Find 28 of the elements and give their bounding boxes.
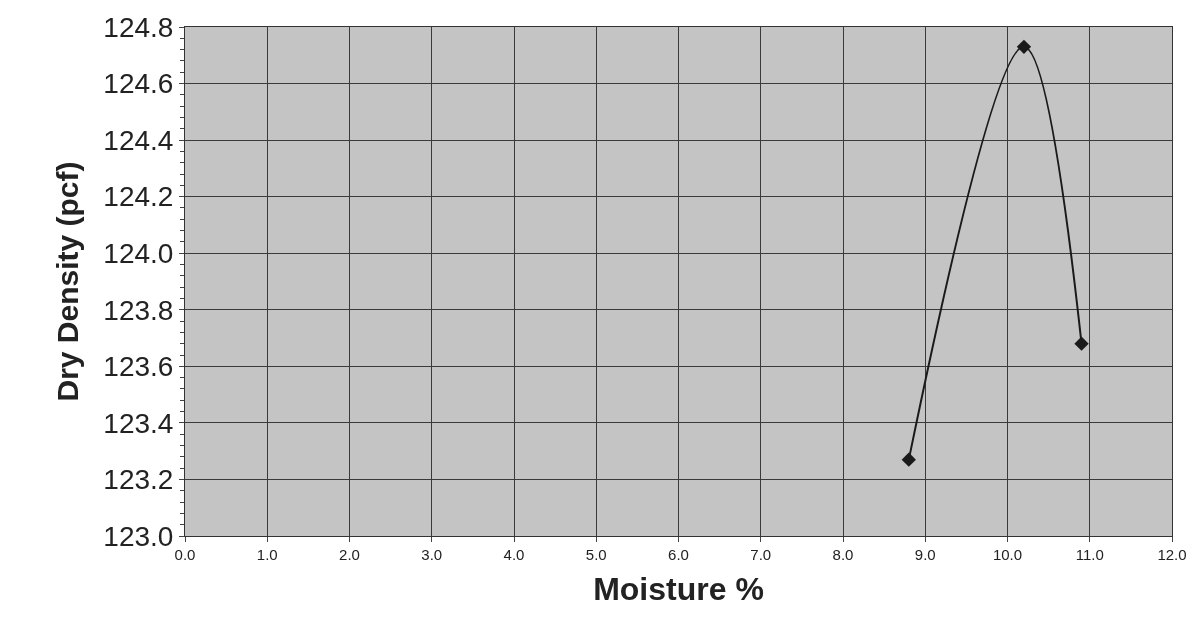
y-tick-label: 124.8 [103, 11, 174, 43]
x-tick-label: 3.0 [421, 546, 443, 563]
x-tick-label: 11.0 [1075, 546, 1104, 563]
x-tick-label: 2.0 [339, 546, 360, 563]
point [1016, 39, 1032, 54]
x-tick-label: 0.0 [174, 546, 196, 563]
y-tick-label: 124.0 [103, 238, 174, 270]
x-tick-label: 1.0 [256, 546, 278, 563]
x-axis-title: Moisture % [593, 570, 764, 607]
point [901, 452, 916, 467]
x-tick-label: 10.0 [992, 546, 1023, 563]
y-tick-label: 124.4 [103, 124, 174, 156]
y-tick-label: 124.2 [103, 181, 174, 213]
x-tick-label: 12.0 [1157, 546, 1187, 563]
x-tick-label: 4.0 [503, 546, 525, 563]
x-tick-label: 9.0 [914, 546, 936, 563]
x-tick-label: 8.0 [832, 546, 854, 563]
y-tick-label: 123.6 [103, 351, 174, 383]
y-tick-label: 123.2 [103, 464, 174, 496]
point [1074, 336, 1089, 351]
x-tick-label: 7.0 [750, 546, 772, 563]
y-tick-label: 123.0 [103, 520, 174, 552]
y-axis-title: Dry Density (pcf) [51, 161, 85, 402]
y-tick-label: 123.8 [103, 294, 174, 326]
x-tick-label: 6.0 [668, 546, 689, 563]
y-tick-label: 123.4 [103, 407, 174, 439]
y-tick-label: 124.6 [103, 68, 174, 100]
x-tick-label: 5.0 [585, 546, 607, 563]
